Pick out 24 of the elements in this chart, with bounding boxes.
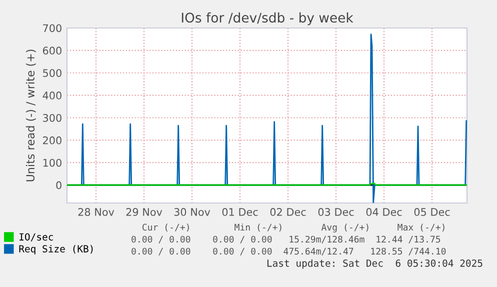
x-tick-label: 28 Nov (78, 208, 114, 216)
y-tick-label: 400 (42, 92, 62, 100)
legend-label: IO/sec (20, 233, 53, 242)
y-tick-label: 0 (56, 181, 62, 190)
legend-label: Req Size (KB) (19, 244, 93, 254)
x-tick-label: 04 Dec (366, 208, 402, 216)
y-tick-label: 500 (43, 69, 62, 77)
x-tick-label: 30 Nov (174, 208, 210, 216)
x-tick-label: 05 Dec (414, 208, 450, 216)
x-tick-label: 01 Dec (222, 208, 258, 216)
chart-title: IOs for /dev/sdb - by week (182, 12, 354, 26)
y-tick-label: 100 (43, 158, 62, 167)
x-tick-label: 03 Dec (318, 208, 354, 216)
text: Cur (-/+) Min (-/+) Avg (-/+) Max (-/+) (142, 224, 444, 232)
y-tick-label: 200 (43, 136, 62, 144)
text: 0.00 / 0.00 0.00 / 0.00 475.64m/12.47 128.55 /744.10 (132, 248, 446, 256)
text: 0.00 / 0.00 0.00 / 0.00 15.29m/128.46m 12.44 /13.75 (132, 236, 440, 244)
x-tick-label: 29 Nov (126, 208, 162, 216)
x-tick-label: 02 Dec (270, 208, 306, 216)
text: Last update: Sat Dec 6 05:30:04 2025 (267, 259, 482, 269)
y-tick-label: 300 (43, 114, 62, 122)
y-tick-label: 600 (42, 46, 62, 55)
y-tick-label: 700 (43, 24, 62, 32)
y-axis-title: Units read (-) / write (+) (26, 50, 36, 182)
